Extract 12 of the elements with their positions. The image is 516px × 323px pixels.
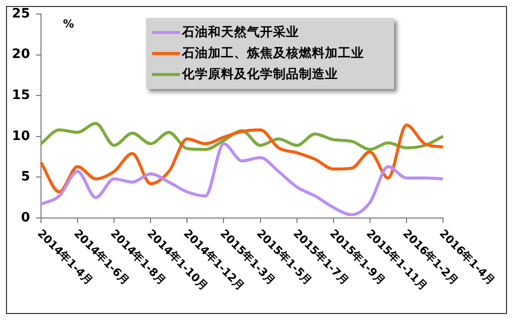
legend-label: 化学原料及化学制品制造业 [182,66,338,83]
line-series [40,123,444,194]
y-tick-label: 25 [12,6,30,22]
legend-label: 石油加工、炼焦及核燃料加工业 [182,45,364,62]
line-series [40,122,444,151]
y-tick-label: 0 [20,210,30,226]
y-tick-label: 10 [12,128,30,144]
y-axis-title: % [63,17,74,30]
y-tick-label: 15 [12,88,30,103]
legend-label: 石油和天然气开采业 [182,24,299,41]
y-tick-label: 5 [20,170,30,185]
y-tick-label: 20 [12,47,30,62]
